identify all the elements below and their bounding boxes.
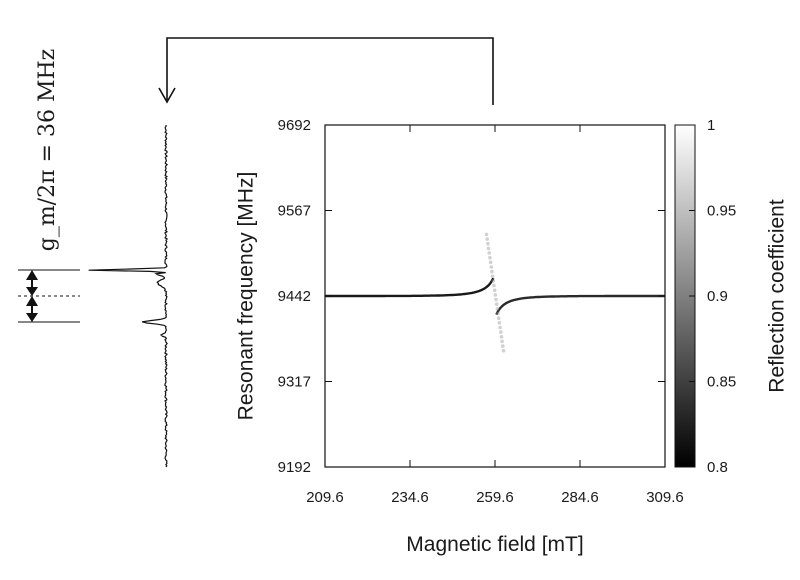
y-axis-title: Resonant frequency [MHz]: [235, 172, 258, 421]
coupling-annotation: g_m/2π = 36 MHz: [35, 49, 60, 252]
colorbar-tick-label: 0.9: [707, 288, 728, 305]
x-tick-label: 259.6: [476, 489, 514, 506]
split-arrowhead-3: [26, 296, 38, 306]
split-arrowhead-1: [26, 270, 38, 280]
magnon-shade-point: [499, 335, 504, 339]
lower-branch-trace: [495, 294, 665, 316]
magnon-shade-point: [490, 269, 494, 274]
x-tick-label: 209.6: [306, 489, 344, 506]
y-tick-label: 9692: [278, 117, 311, 134]
magnon-shade-point: [495, 307, 500, 311]
magnon-shade-point: [494, 302, 499, 307]
magnon-shade-point: [501, 348, 506, 353]
magnon-shade-point: [499, 330, 503, 334]
y-tick-label: 9442: [278, 288, 311, 305]
magnon-shade-point: [492, 288, 497, 293]
colorbar-tick-label: 0.95: [707, 203, 736, 220]
magnon-shade-point: [496, 311, 500, 316]
x-ticks: 209.6 234.6 259.6 284.6 309.6: [306, 125, 684, 506]
magnon-shade-point: [500, 339, 504, 344]
colorbar: 0.8 0.85 0.9 0.95 1: [674, 117, 736, 476]
colorbar-tick-label: 1: [707, 117, 715, 134]
magnon-shade-point: [501, 344, 505, 348]
magnon-shade-point: [489, 265, 494, 269]
split-arrowhead-2: [26, 287, 38, 296]
x-tick-label: 309.6: [646, 489, 684, 506]
magnon-shade-point: [497, 321, 502, 325]
spectrum-line: [88, 124, 169, 468]
magnon-shade-point: [486, 246, 491, 251]
y-tick-label: 9567: [278, 203, 311, 220]
x-axis-title: Magnetic field [mT]: [406, 533, 583, 556]
magnon-shade-point: [484, 232, 489, 237]
magnon-shade-point: [487, 251, 492, 255]
x-tick-label: 234.6: [391, 489, 429, 506]
magnon-shade-point: [486, 241, 490, 246]
magnon-shade-point: [485, 237, 490, 241]
y-tick-label: 9192: [278, 459, 311, 476]
x-tick-label: 284.6: [561, 489, 599, 506]
magnon-shade-point: [488, 260, 493, 265]
magnon-shade-point: [490, 274, 495, 279]
splitting-markers: [18, 269, 80, 323]
magnon-shade-point: [493, 293, 498, 297]
magnon-shade-point: [488, 255, 492, 260]
y-tick-label: 9317: [278, 374, 311, 391]
split-arrowhead-4: [26, 313, 38, 322]
heatmap-plot: [324, 124, 666, 468]
magnon-shade-point: [496, 316, 501, 321]
colorbar-tick-label: 0.8: [707, 459, 728, 476]
connector-arrow: [158, 37, 494, 105]
magnon-shade-point: [491, 279, 496, 283]
magnon-shade-point: [494, 297, 498, 302]
magnon-shade-point: [492, 283, 496, 288]
magnon-shade-point: [498, 325, 502, 330]
y-ticks: 9192 9317 9442 9567 9692: [278, 117, 665, 476]
upper-branch-trace: [325, 277, 495, 298]
spectrum-trace: [88, 124, 169, 468]
colorbar-title: Reflection coefficient: [766, 199, 789, 393]
colorbar-tick-label: 0.85: [707, 374, 736, 391]
